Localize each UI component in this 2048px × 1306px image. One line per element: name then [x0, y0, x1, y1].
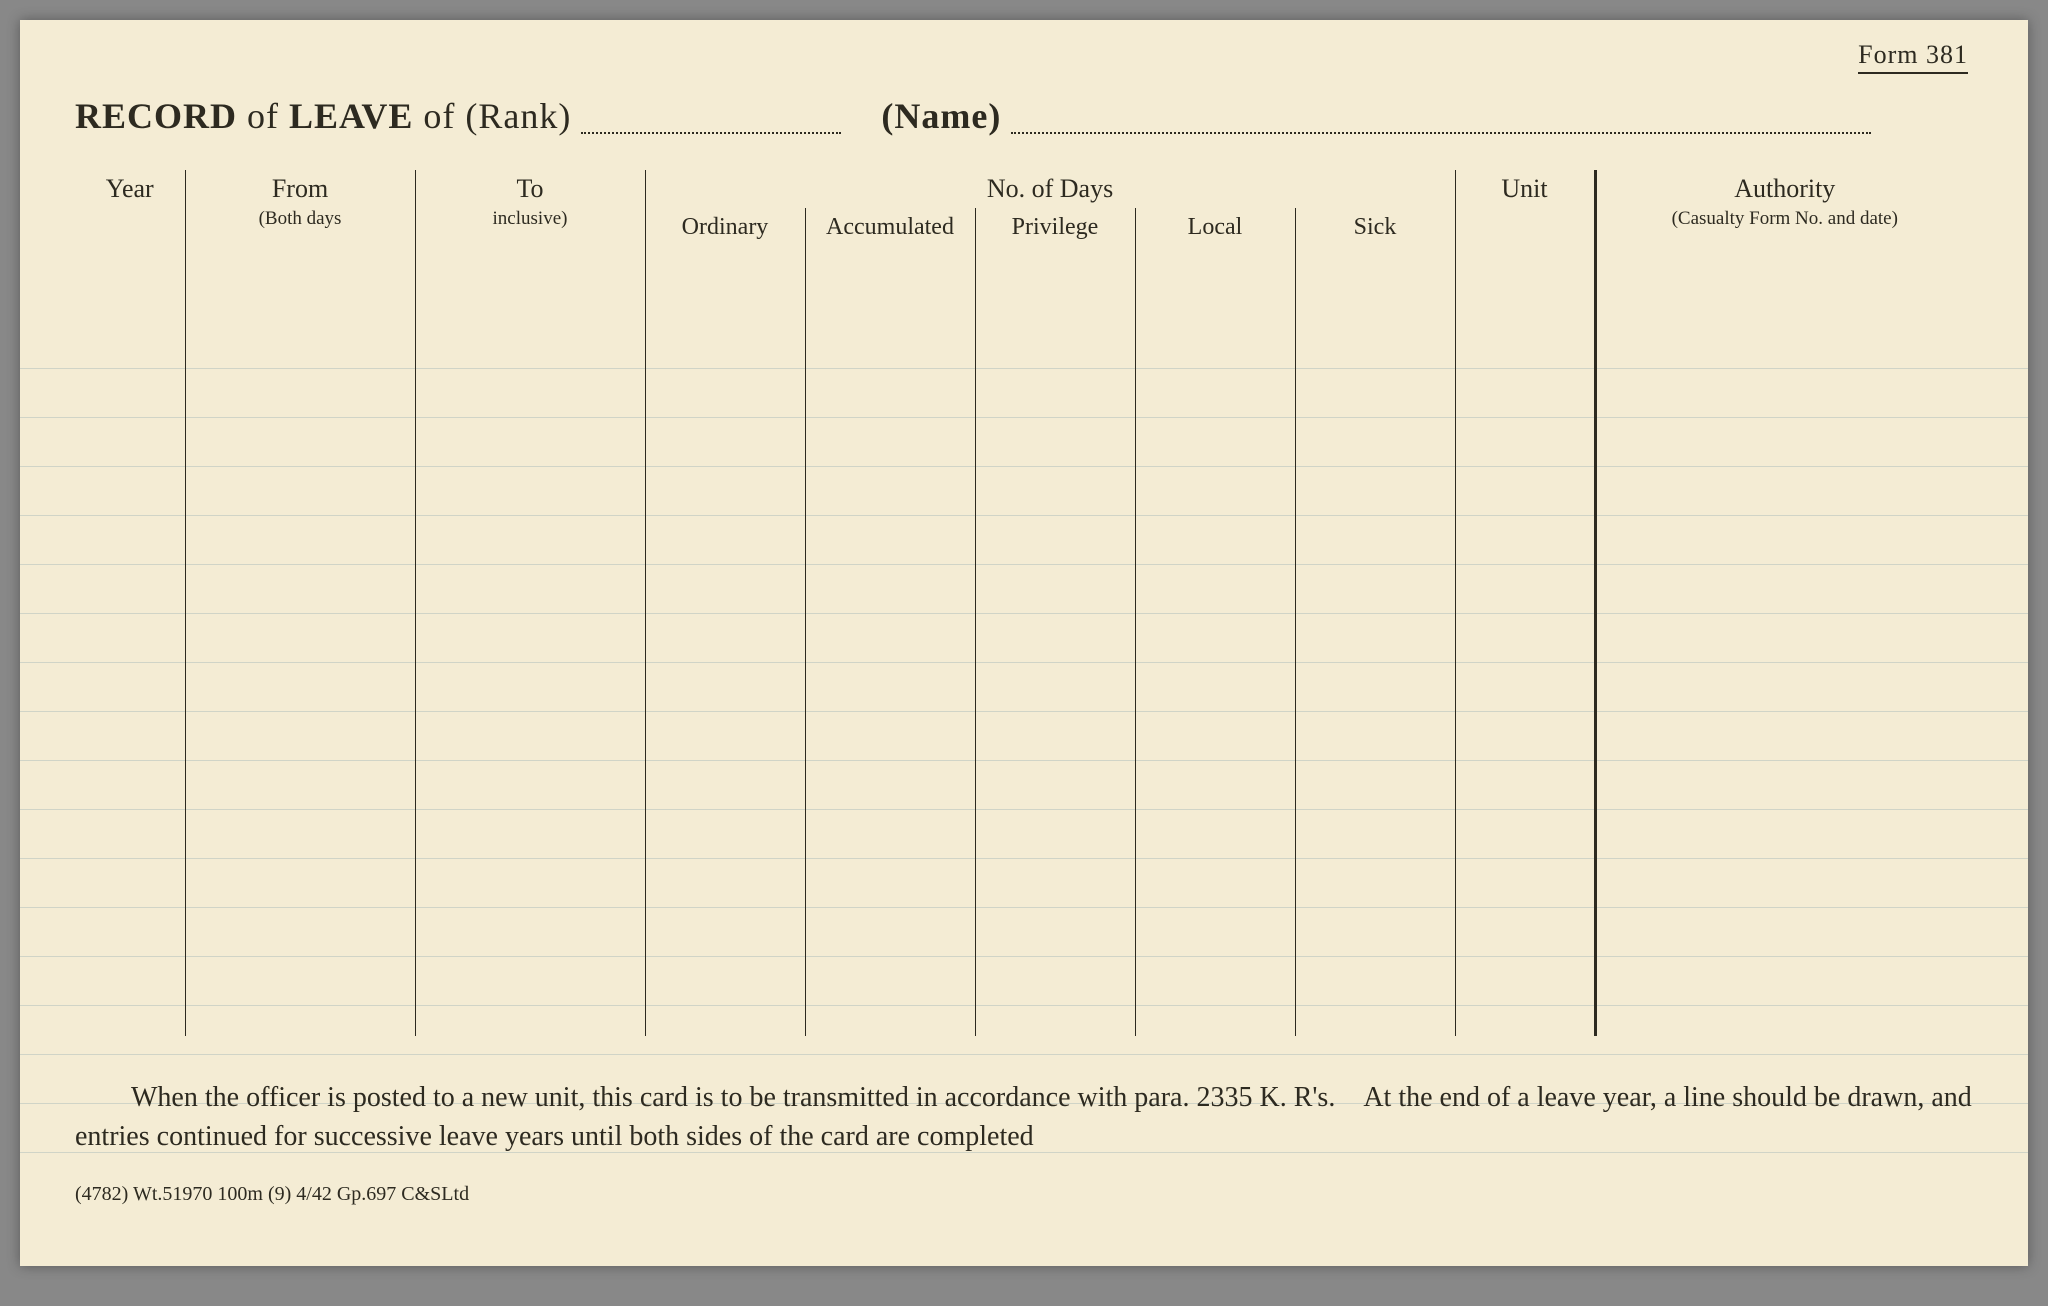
- form-number: Form 381: [1858, 40, 1968, 74]
- cell-to[interactable]: [415, 245, 645, 1036]
- name-field[interactable]: [1011, 96, 1871, 134]
- col-year-label: Year: [106, 174, 154, 203]
- name-label: (Name): [881, 96, 1001, 136]
- title-row: RECORD of LEAVE of (Rank) (Name): [75, 90, 1973, 137]
- cell-ordinary[interactable]: [645, 245, 805, 1036]
- cell-local[interactable]: [1135, 245, 1295, 1036]
- col-to: To inclusive): [415, 170, 645, 245]
- cell-authority[interactable]: [1595, 245, 1973, 1036]
- title-record: RECORD: [75, 96, 237, 136]
- cell-from[interactable]: [185, 245, 415, 1036]
- cell-year[interactable]: [75, 245, 185, 1036]
- col-to-sub: inclusive): [422, 208, 639, 230]
- cell-privilege[interactable]: [975, 245, 1135, 1036]
- rank-field[interactable]: [581, 96, 841, 134]
- title-of-1: of: [237, 96, 289, 136]
- footer-note: When the officer is posted to a new unit…: [75, 1078, 1973, 1156]
- col-ordinary: Ordinary: [645, 208, 805, 245]
- col-to-label: To: [516, 174, 543, 203]
- col-no-of-days: No. of Days: [645, 170, 1455, 208]
- col-sick: Sick: [1295, 208, 1455, 245]
- col-accumulated: Accumulated: [805, 208, 975, 245]
- table-row: [75, 245, 1973, 1036]
- col-unit-label: Unit: [1501, 174, 1547, 203]
- col-authority: Authority (Casualty Form No. and date): [1595, 170, 1973, 245]
- title-leave: LEAVE: [289, 96, 413, 136]
- cell-sick[interactable]: [1295, 245, 1455, 1036]
- col-authority-sub: (Casualty Form No. and date): [1603, 208, 1968, 230]
- col-local: Local: [1135, 208, 1295, 245]
- leave-table: Year From (Both days To inclusive) No. o…: [75, 170, 1973, 1036]
- title-of-2: of: [413, 96, 465, 136]
- col-unit: Unit: [1455, 170, 1595, 245]
- cell-unit[interactable]: [1455, 245, 1595, 1036]
- col-year: Year: [75, 170, 185, 245]
- col-from: From (Both days: [185, 170, 415, 245]
- col-authority-label: Authority: [1734, 174, 1835, 203]
- leave-table-wrap: Year From (Both days To inclusive) No. o…: [75, 170, 1973, 1036]
- leave-record-card: Form 381 RECORD of LEAVE of (Rank) (Name…: [20, 20, 2028, 1266]
- printer-imprint: (4782) Wt.51970 100m (9) 4/42 Gp.697 C&S…: [75, 1183, 469, 1206]
- col-privilege: Privilege: [975, 208, 1135, 245]
- col-from-sub: (Both days: [192, 208, 409, 230]
- col-from-label: From: [272, 174, 328, 203]
- col-no-of-days-label: No. of Days: [987, 174, 1113, 203]
- cell-accumulated[interactable]: [805, 245, 975, 1036]
- rank-label: (Rank): [465, 96, 571, 136]
